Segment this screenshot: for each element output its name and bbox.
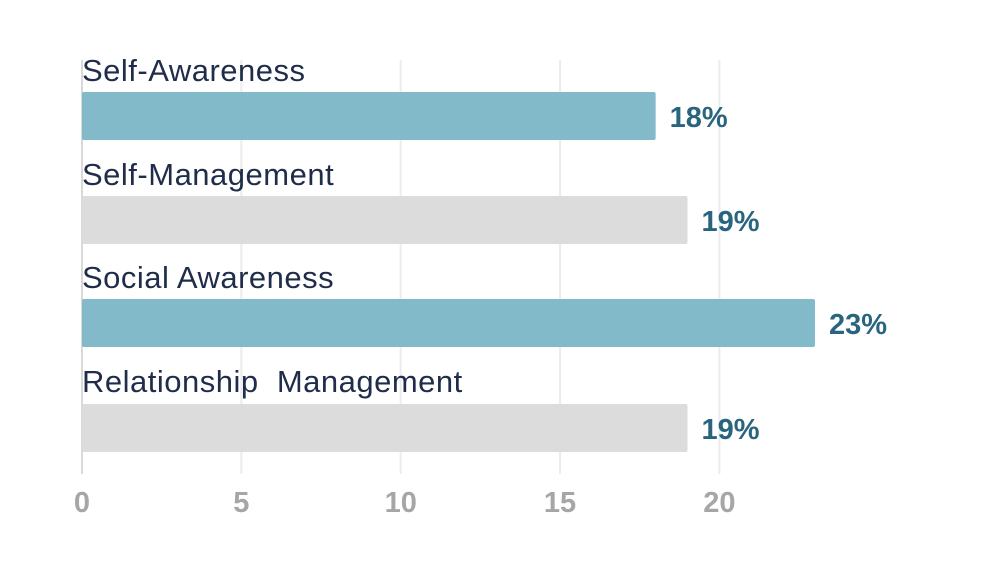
value-label-1: 19% — [702, 206, 760, 238]
value-label-3: 19% — [702, 414, 760, 446]
category-label-3: Relationship Management — [82, 364, 463, 399]
x-tick-label-15: 15 — [544, 487, 576, 519]
bars — [82, 92, 815, 452]
bar-0 — [82, 92, 656, 140]
category-label-1: Self-Management — [82, 157, 334, 192]
bar-2 — [82, 299, 815, 347]
category-label-0: Self-Awareness — [82, 53, 306, 88]
x-tick-label-5: 5 — [233, 487, 249, 519]
x-tick-label-20: 20 — [703, 487, 735, 519]
value-label-0: 18% — [670, 102, 728, 134]
x-axis-ticks: 0 5 10 15 20 — [74, 487, 736, 519]
category-label-2: Social Awareness — [82, 260, 334, 295]
x-tick-label-10: 10 — [385, 487, 417, 519]
labels: Self-Awareness 18% Self-Management 19% Socia… — [82, 53, 887, 446]
value-label-2: 23% — [829, 309, 887, 341]
bar-1 — [82, 196, 688, 244]
bar-3 — [82, 404, 688, 452]
x-tick-label-0: 0 — [74, 487, 90, 519]
